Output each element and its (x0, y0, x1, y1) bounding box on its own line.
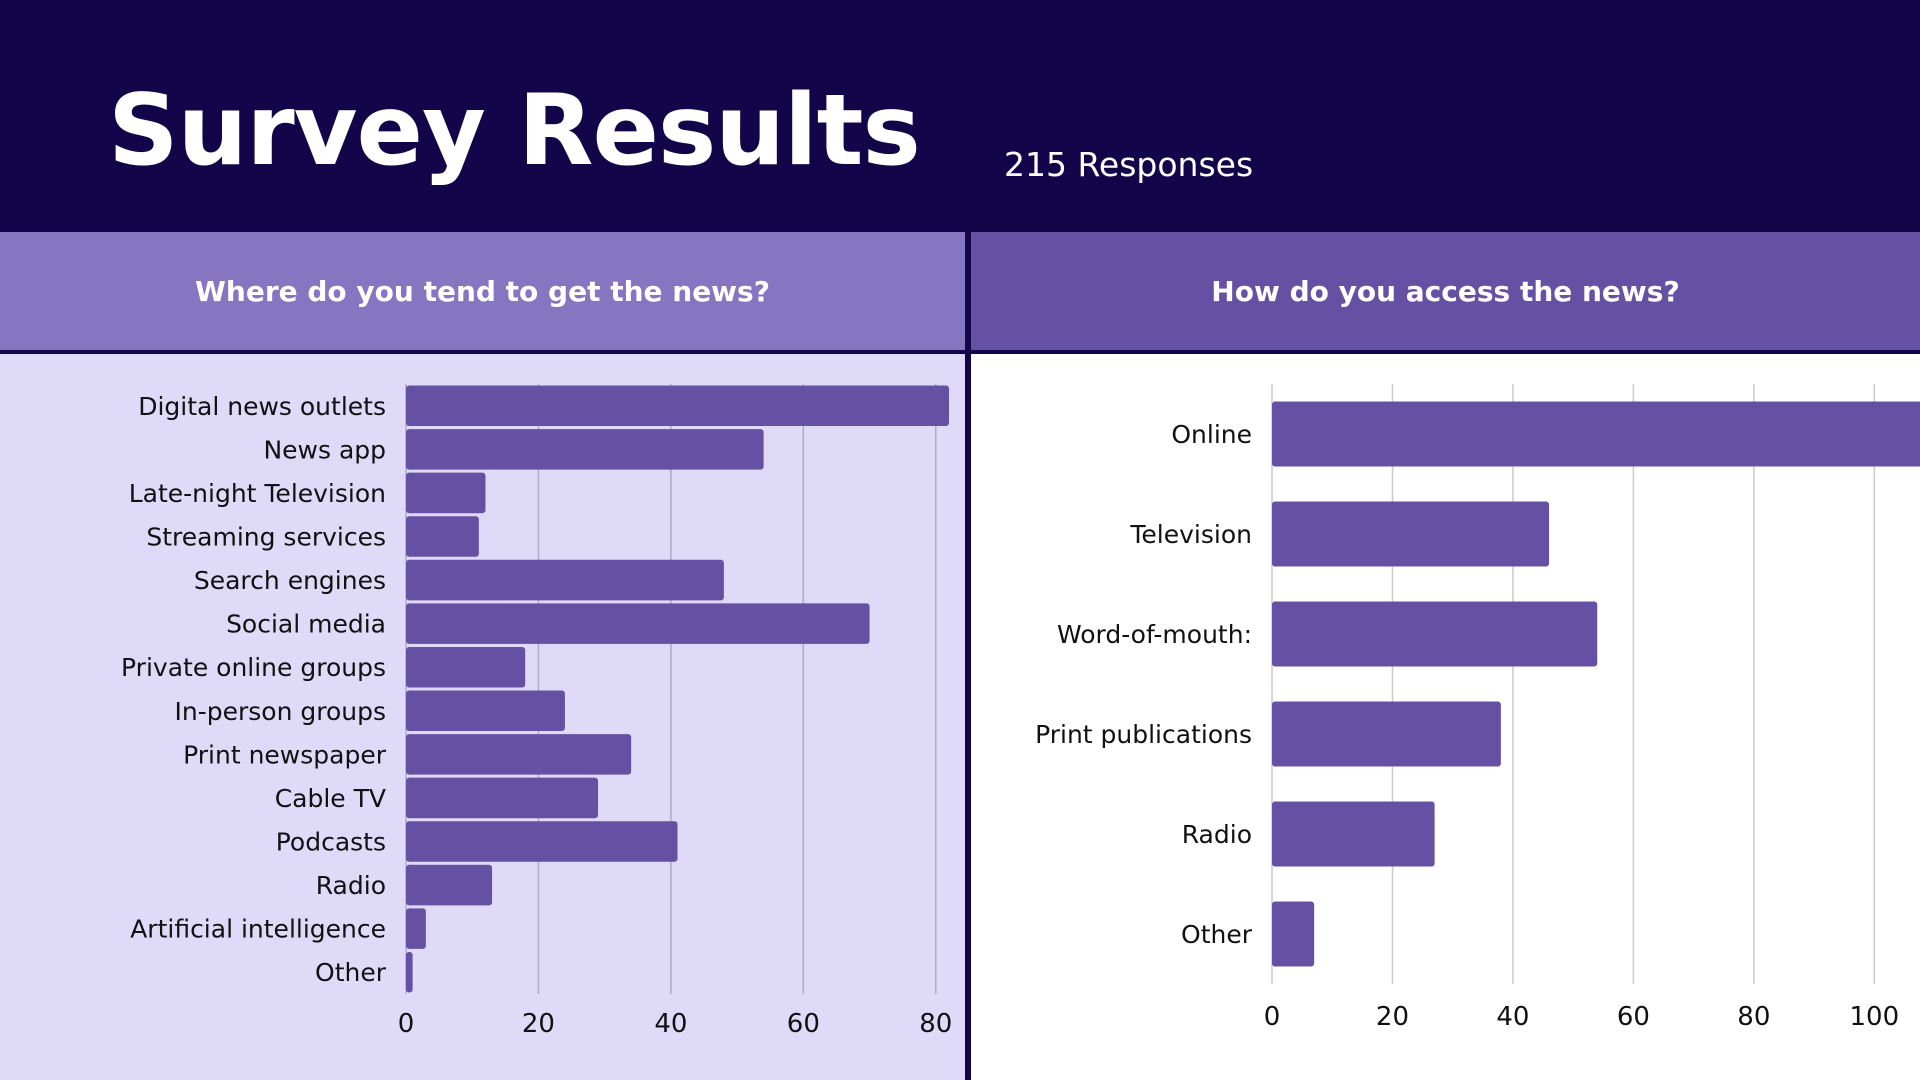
tick-label: 100 (1849, 1002, 1899, 1032)
bar (1272, 901, 1315, 967)
bar (406, 516, 479, 557)
category-label: Online (1171, 420, 1252, 449)
tick-label: 0 (1264, 1002, 1281, 1032)
right-chart-title: How do you access the news? (971, 232, 1920, 350)
bar (1272, 601, 1598, 667)
category-label: Cable TV (275, 784, 386, 813)
category-label: Radio (1182, 820, 1252, 849)
category-label: Word-of-mouth: (1057, 620, 1252, 649)
left-chart-title: Where do you tend to get the news? (0, 232, 965, 350)
tick-label: 40 (1496, 1002, 1529, 1032)
bar (1272, 801, 1435, 867)
bar (406, 777, 599, 819)
category-label: Social media (226, 610, 386, 639)
category-label: Other (315, 958, 387, 987)
category-label: Late-night Television (129, 479, 386, 508)
header: Survey Results 215 Responses (0, 0, 1920, 232)
category-label: Print publications (1035, 720, 1252, 749)
category-label: News app (263, 435, 386, 464)
bar (406, 603, 870, 644)
category-label: Artificial intelligence (130, 915, 386, 944)
bar (406, 472, 486, 514)
category-label: Streaming services (146, 523, 386, 552)
left-bar-chart: Digital news outlets News app Late-night T… (121, 384, 952, 1039)
category-label: Other (1181, 920, 1253, 949)
bar (406, 385, 950, 427)
left-chart-area: Digital news outlets News app Late-night T… (0, 354, 965, 1080)
right-bar-chart: Online Television Word-of-mouth: Print publ… (1035, 384, 1920, 1032)
right-panel: How do you access the news? Online Televi… (971, 232, 1920, 1080)
tick-label: 40 (654, 1009, 687, 1039)
right-chart-area: Online Television Word-of-mouth: Print publ… (971, 354, 1920, 1080)
category-label: Private online groups (121, 653, 386, 682)
page-title: Survey Results (108, 74, 921, 188)
bar (406, 646, 526, 688)
bar (1272, 501, 1550, 567)
tick-label: 20 (1376, 1002, 1409, 1032)
response-count: 215 Responses (1004, 145, 1254, 184)
bar (406, 690, 565, 732)
bar (406, 429, 764, 470)
bar (406, 908, 426, 949)
bar (406, 951, 413, 993)
tick-label: 0 (398, 1009, 415, 1039)
bar (406, 734, 632, 775)
bar (406, 821, 678, 862)
category-label: In-person groups (174, 697, 386, 726)
left-panel: Where do you tend to get the news? Digit… (0, 232, 965, 1080)
tick-label: 60 (787, 1009, 820, 1039)
tick-label: 60 (1617, 1002, 1650, 1032)
category-label: Print newspaper (183, 740, 387, 769)
category-label: Television (1129, 520, 1252, 549)
tick-label: 80 (1737, 1002, 1770, 1032)
category-label: Radio (316, 871, 386, 900)
category-label: Search engines (194, 566, 386, 595)
category-label: Podcasts (276, 828, 386, 857)
bar (406, 864, 493, 906)
bar (1272, 401, 1920, 467)
tick-label: 80 (919, 1009, 952, 1039)
bar (1272, 701, 1501, 767)
category-label: Digital news outlets (138, 392, 386, 421)
tick-label: 20 (522, 1009, 555, 1039)
bar (406, 559, 724, 601)
